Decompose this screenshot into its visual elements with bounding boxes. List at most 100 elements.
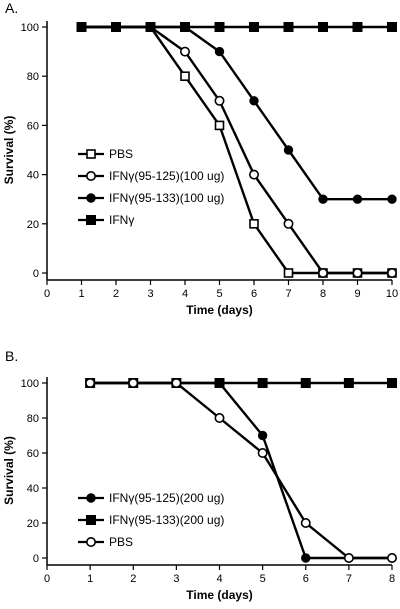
data-point [128, 377, 139, 388]
legend-item: IFNγ(95-125)(100 ug) [78, 169, 224, 183]
data-point [249, 96, 259, 106]
data-point [318, 22, 328, 32]
x-tick-label: 0 [44, 288, 50, 300]
legend-marker [86, 493, 96, 503]
data-point [180, 71, 190, 81]
legend-label: PBS [109, 535, 133, 549]
legend-item: IFNγ(95-133)(100 ug) [78, 191, 224, 205]
legend-marker [86, 536, 97, 547]
y-tick-label: 60 [27, 448, 39, 460]
data-point [257, 378, 268, 388]
series-3 [85, 377, 397, 563]
y-tick-label: 60 [27, 120, 39, 132]
data-point [300, 517, 311, 528]
x-tick-label: 6 [251, 288, 257, 300]
x-tick-label: 10 [386, 288, 398, 300]
legend-item: PBS [78, 147, 133, 161]
legend-label: IFNγ(95-133)(200 ug) [109, 513, 224, 527]
data-point [387, 378, 397, 388]
data-point [145, 22, 156, 32]
data-point [387, 22, 397, 32]
panel-a: A. 0 20 40 60 80 100 0 1 2 3 4 5 6 7 8 9 10 Time (days) Sur… [2, 0, 398, 317]
data-point [249, 219, 259, 229]
data-point [283, 268, 294, 278]
x-axis-title: Time (days) [186, 303, 252, 317]
data-point [300, 378, 311, 388]
x-tick-label: 0 [44, 573, 50, 585]
panel-b: B. 0 20 40 60 80 100 0 1 2 3 4 5 6 7 8 Time (days) Surviv… [2, 348, 397, 602]
data-point [283, 145, 294, 155]
data-point [352, 267, 363, 278]
data-point [249, 22, 259, 32]
x-tick-label: 1 [78, 288, 84, 300]
data-point [180, 22, 190, 32]
legend-item: IFNγ(95-133)(200 ug) [78, 513, 224, 527]
legend-marker [86, 193, 96, 203]
data-point [214, 412, 225, 423]
data-point [352, 22, 363, 32]
data-point [386, 552, 397, 563]
y-tick-label: 100 [21, 378, 39, 390]
x-tick-label: 8 [320, 288, 326, 300]
legend-item: IFNγ [78, 213, 134, 227]
legend-item: PBS [78, 535, 133, 549]
series-4 [76, 22, 397, 32]
data-point [352, 194, 363, 204]
data-point [301, 553, 311, 563]
legend-item: IFNγ(95-125)(200 ug) [78, 491, 224, 505]
y-axis-title: Survival (%) [2, 436, 16, 505]
y-tick-label: 0 [33, 553, 39, 565]
data-point [257, 430, 268, 441]
y-tick-label: 20 [27, 518, 39, 530]
x-axis-title: Time (days) [186, 588, 252, 602]
data-point [76, 22, 87, 32]
data-point [214, 378, 225, 388]
legend-label: IFNγ(95-125)(100 ug) [109, 169, 224, 183]
data-point [214, 46, 225, 57]
y-tick-label: 0 [33, 268, 39, 280]
x-tick-label: 2 [130, 573, 136, 585]
x-tick-label: 3 [173, 573, 179, 585]
data-point [343, 552, 354, 563]
x-tick-label: 7 [285, 288, 291, 300]
data-point [85, 377, 96, 388]
x-tick-label: 4 [216, 573, 222, 585]
y-tick-label: 100 [21, 22, 39, 34]
legend-marker [86, 149, 96, 159]
legend-label: PBS [109, 147, 133, 161]
data-point [111, 22, 121, 32]
x-tick-label: 8 [389, 573, 395, 585]
legend: IFNγ(95-125)(200 ug) IFNγ(95-133)(200 ug)… [78, 491, 224, 549]
data-point [257, 447, 268, 458]
legend-marker [86, 215, 96, 225]
panel-label: A. [5, 0, 18, 16]
legend-label: IFNγ(95-133)(100 ug) [109, 191, 224, 205]
x-tick-label: 5 [216, 288, 222, 300]
x-tick-label: 1 [87, 573, 93, 585]
data-point [387, 194, 397, 204]
data-point [283, 218, 294, 229]
y-axis-title: Survival (%) [2, 116, 16, 185]
data-point [180, 46, 191, 57]
data-point [214, 95, 225, 106]
x-tick-label: 7 [346, 573, 352, 585]
series-line [90, 381, 392, 560]
series-line [90, 381, 392, 560]
legend-marker [86, 171, 97, 182]
data-point [214, 120, 225, 131]
data-point [318, 194, 328, 204]
y-tick-label: 20 [27, 219, 39, 231]
x-tick-label: 4 [182, 288, 188, 300]
x-tick-label: 5 [260, 573, 266, 585]
legend-marker [86, 515, 96, 525]
x-tick-label: 9 [354, 288, 360, 300]
y-tick-label: 40 [27, 483, 39, 495]
y-tick-label: 80 [27, 413, 39, 425]
data-point [283, 22, 294, 32]
data-point [214, 22, 225, 32]
data-point [343, 378, 354, 388]
y-tick-label: 40 [27, 170, 39, 182]
legend-label: IFNγ [109, 213, 134, 227]
panel-label: B. [5, 348, 18, 364]
